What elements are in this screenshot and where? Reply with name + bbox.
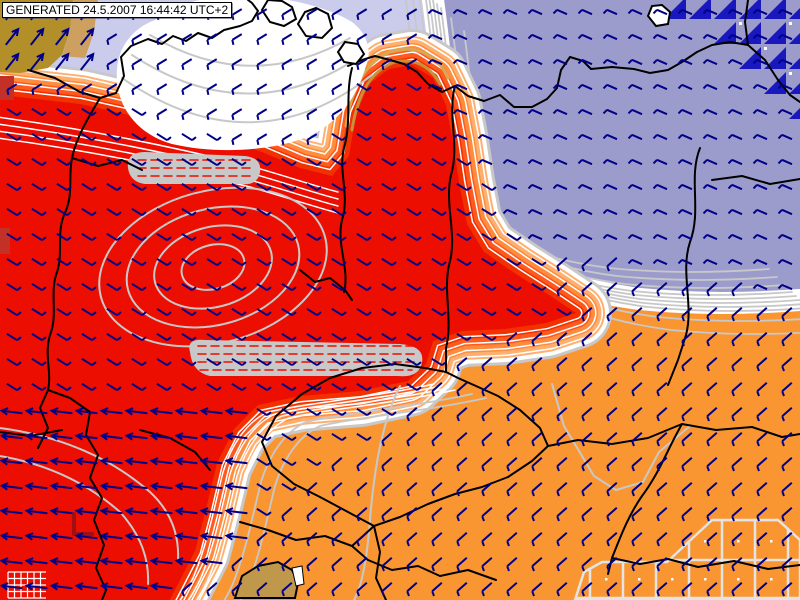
generated-timestamp: GENERATED 24.5.2007 16:44:42 UTC+2: [2, 2, 233, 18]
